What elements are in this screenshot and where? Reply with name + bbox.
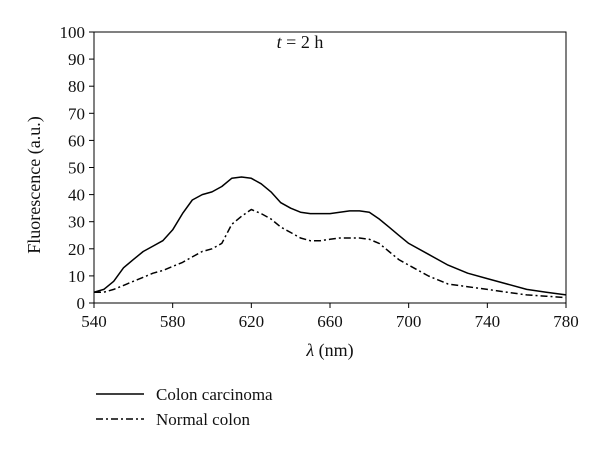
y-tick-label: 100 <box>60 23 86 42</box>
x-tick-label: 620 <box>239 312 265 331</box>
annotation: t = 2 h <box>277 32 324 52</box>
y-tick-label: 90 <box>68 50 85 69</box>
y-tick-label: 10 <box>68 267 85 286</box>
series-line-colon-carcinoma <box>93 176 567 296</box>
legend-label-normal-colon: Normal colon <box>156 410 250 429</box>
x-tick-label: 540 <box>81 312 107 331</box>
x-axis-title: λ (nm) <box>305 340 353 361</box>
x-tick-label: 780 <box>553 312 579 331</box>
x-axis-symbol: λ <box>305 340 314 360</box>
x-axis-ticks: 540 580 620 660 700 740 780 <box>81 303 579 331</box>
y-axis-ticks: 0 10 20 30 40 50 60 70 80 90 100 <box>60 23 94 313</box>
y-tick-label: 0 <box>77 294 86 313</box>
series-line-normal-colon <box>94 208 567 299</box>
y-tick-label: 80 <box>68 77 85 96</box>
y-tick-label: 50 <box>68 159 85 178</box>
x-tick-label: 700 <box>396 312 422 331</box>
plot-area <box>93 31 567 304</box>
plot-frame <box>93 31 567 304</box>
x-axis-unit: (nm) <box>314 340 354 361</box>
annotation-var: t <box>277 32 283 52</box>
y-tick-label: 70 <box>68 104 85 123</box>
legend-label-colon-carcinoma: Colon carcinoma <box>156 385 273 404</box>
series-layer <box>93 176 567 299</box>
y-tick-label: 20 <box>68 240 85 259</box>
y-axis-title: Fluorescence (a.u.) <box>24 116 45 253</box>
x-tick-label: 660 <box>317 312 343 331</box>
y-tick-label: 30 <box>68 213 85 232</box>
annotation-rest: = 2 h <box>282 32 324 52</box>
legend: Colon carcinoma Normal colon <box>96 385 273 429</box>
y-tick-label: 60 <box>68 131 85 150</box>
x-tick-label: 580 <box>160 312 186 331</box>
x-tick-label: 740 <box>475 312 501 331</box>
y-tick-label: 40 <box>68 186 85 205</box>
